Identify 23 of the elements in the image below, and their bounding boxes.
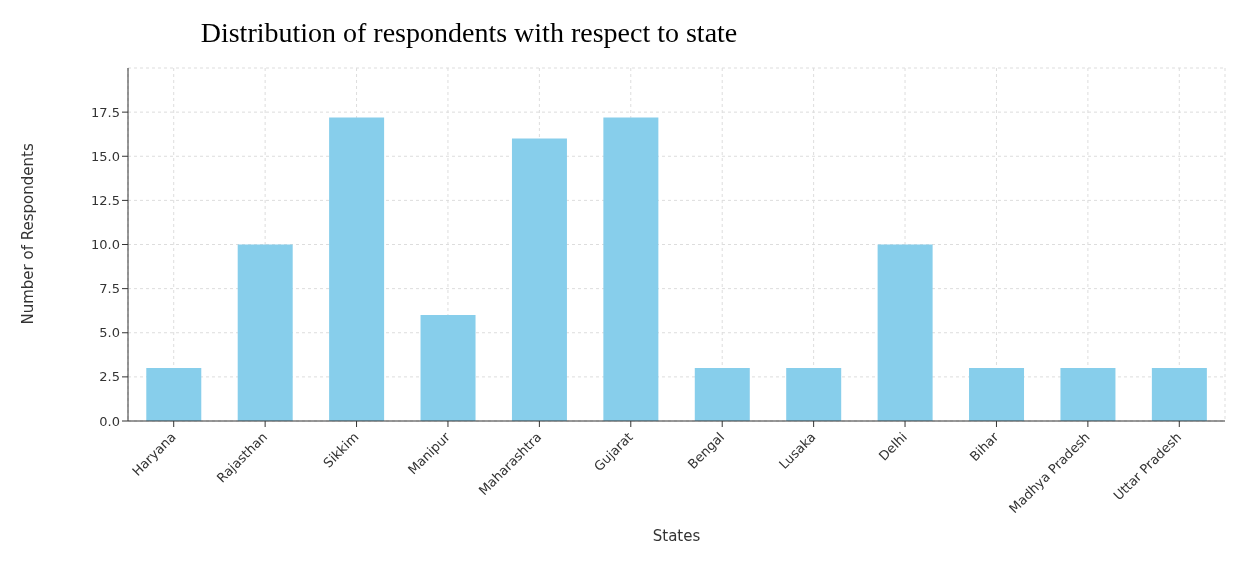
bar [237, 244, 293, 421]
y-tick-label: 0.0 [99, 413, 120, 429]
y-tick-label: 2.5 [99, 369, 120, 385]
bar [329, 117, 385, 421]
bar [420, 315, 476, 421]
y-axis-title: Number of Respondents [19, 143, 38, 325]
y-tick-label: 12.5 [91, 192, 120, 208]
y-tick-label: 5.0 [99, 325, 120, 341]
bar [511, 138, 567, 421]
bar [786, 368, 842, 421]
bar [603, 117, 659, 421]
y-tick-label: 15.0 [91, 148, 120, 164]
bar [146, 368, 202, 421]
bar [1151, 368, 1207, 421]
y-tick-label: 17.5 [91, 104, 120, 120]
x-axis-title: States [652, 527, 701, 545]
bar [694, 368, 750, 421]
bar [877, 244, 933, 421]
bar [969, 368, 1025, 421]
bar [1060, 368, 1116, 421]
chart-title: Distribution of respondents with respect to state [199, 16, 739, 50]
y-tick-label: 7.5 [99, 281, 120, 297]
y-tick-label: 10.0 [91, 237, 120, 253]
